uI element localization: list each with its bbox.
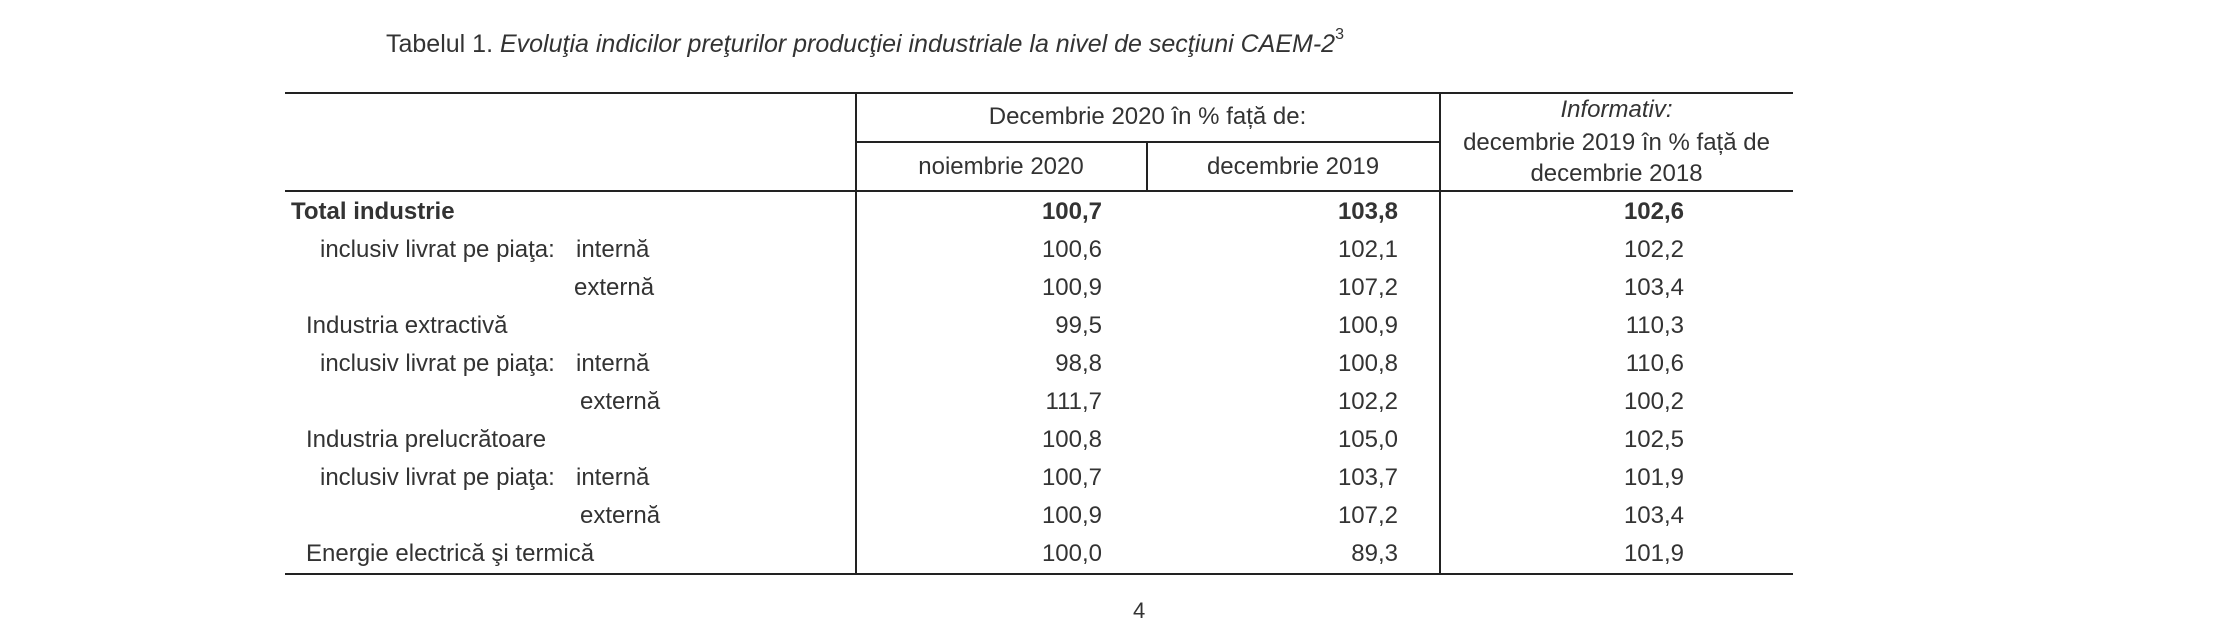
row-sublabel: externă (574, 274, 655, 301)
table-caption: Tabelul 1. Evoluţia indicilor preţurilor… (0, 26, 1730, 59)
cell-v3: 100,2 (1623, 388, 1684, 415)
header-info-line2: decembrie 2018 (1530, 160, 1703, 187)
row-label: inclusiv livrat pe piaţa: (320, 236, 555, 263)
cell-v2: 103,8 (1337, 198, 1398, 225)
row-sublabel: internă (576, 464, 650, 491)
cell-v2: 103,7 (1337, 464, 1398, 491)
cell-v1: 98,8 (1055, 350, 1102, 377)
cell-v1: 100,8 (1041, 426, 1102, 453)
cell-v3: 102,5 (1623, 426, 1684, 453)
row-sublabel: internă (576, 350, 650, 377)
header-bottom-rule (285, 190, 1793, 192)
caption-footnote: 3 (1335, 26, 1344, 43)
row-label: Energie electrică şi termică (306, 540, 595, 567)
cell-v3: 102,2 (1623, 236, 1684, 263)
cell-v1: 100,7 (1041, 198, 1102, 225)
header-col-november: noiembrie 2020 (918, 153, 1084, 180)
header-col-december: decembrie 2019 (1206, 153, 1380, 180)
caption-prefix: Tabelul 1. (386, 30, 500, 58)
col-divider-1 (855, 92, 857, 574)
row-label: inclusiv livrat pe piaţa: (320, 350, 555, 377)
cell-v2: 107,2 (1337, 502, 1398, 529)
row-label: Industria prelucrătoare (306, 426, 547, 453)
table-bottom-rule (285, 573, 1793, 575)
header-info-line1: decembrie 2019 în % față de (1463, 129, 1770, 156)
cell-v2: 100,8 (1337, 350, 1398, 377)
cell-v1: 100,0 (1041, 540, 1102, 567)
caption-title: Evoluţia indicilor preţurilor producţiei… (499, 30, 1336, 58)
cell-v3: 101,9 (1623, 464, 1684, 491)
cell-v1: 100,7 (1041, 464, 1102, 491)
row-label: inclusiv livrat pe piaţa: (320, 464, 555, 491)
row-label: Total industrie (291, 198, 455, 225)
page-number: 4 (1133, 598, 1146, 623)
cell-v2: 102,1 (1337, 236, 1398, 263)
row-sublabel: externă (580, 502, 661, 529)
cell-v1: 100,6 (1041, 236, 1102, 263)
header-info-title: Informativ: (1560, 96, 1673, 123)
cell-v1: 100,9 (1041, 274, 1102, 301)
cell-v1: 111,7 (1045, 388, 1103, 415)
row-sublabel: internă (576, 236, 650, 263)
cell-v1: 99,5 (1055, 312, 1102, 339)
cell-v3: 101,9 (1623, 540, 1684, 567)
cell-v2: 100,9 (1337, 312, 1398, 339)
cell-v3: 103,4 (1623, 502, 1684, 529)
cell-v1: 100,9 (1041, 502, 1102, 529)
cell-v3: 102,6 (1623, 198, 1684, 225)
row-label: Industria extractivă (306, 312, 508, 339)
cell-v3: 110,6 (1625, 350, 1684, 377)
cell-v3: 103,4 (1623, 274, 1684, 301)
cell-v2: 107,2 (1337, 274, 1398, 301)
group-header-rule (856, 141, 1441, 143)
table-top-rule (285, 92, 1793, 94)
cell-v3: 110,3 (1625, 312, 1684, 339)
col-divider-3 (1439, 92, 1441, 574)
row-sublabel: externă (580, 388, 661, 415)
cell-v2: 89,3 (1351, 540, 1398, 567)
cell-v2: 102,2 (1337, 388, 1398, 415)
header-group: Decembrie 2020 în % față de: (988, 103, 1307, 130)
col-divider-2 (1146, 141, 1148, 191)
cell-v2: 105,0 (1337, 426, 1398, 453)
